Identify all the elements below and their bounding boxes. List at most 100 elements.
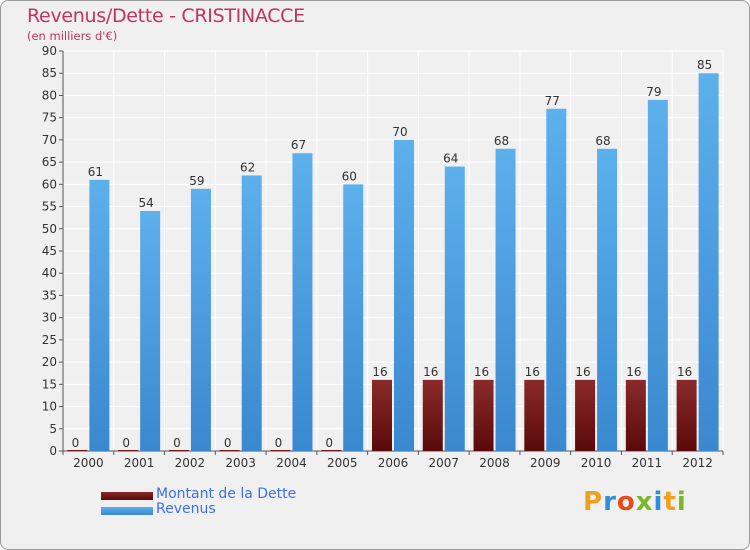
logo-letter: r bbox=[603, 487, 617, 517]
data-label-debt-2012: 16 bbox=[677, 365, 692, 379]
y-tick-label-80: 80 bbox=[42, 88, 57, 102]
bar-debt-2005 bbox=[321, 450, 342, 451]
bar-revenue-2004 bbox=[292, 153, 313, 451]
y-tick-label-85: 85 bbox=[42, 66, 57, 80]
x-tick-label-2012: 2012 bbox=[682, 456, 713, 470]
y-tick-label-0: 0 bbox=[49, 444, 57, 458]
y-tick-label-65: 65 bbox=[42, 155, 57, 169]
y-tick-label-55: 55 bbox=[42, 200, 57, 214]
x-tick-label-2001: 2001 bbox=[124, 456, 155, 470]
bar-debt-2003 bbox=[219, 450, 240, 451]
data-label-revenue-2009: 77 bbox=[545, 94, 560, 108]
y-tick-label-30: 30 bbox=[42, 311, 57, 325]
bar-revenue-2012 bbox=[698, 73, 719, 451]
bar-revenue-2008 bbox=[495, 148, 516, 451]
grid-layer bbox=[62, 50, 724, 452]
bar-debt-2007 bbox=[422, 379, 443, 451]
y-tick-label-75: 75 bbox=[42, 111, 57, 125]
y-tick-label-70: 70 bbox=[42, 133, 57, 147]
y-tick-label-90: 90 bbox=[42, 44, 57, 58]
data-label-debt-2004: 0 bbox=[275, 436, 283, 450]
logo-letter: i bbox=[676, 487, 687, 517]
label-layer: 0 61 0 54 0 59 0 62 0 67 0 60 16 70 16 64 16 68 16 77 16 68 16… bbox=[72, 58, 713, 450]
proxiti-logo: Proxiti bbox=[583, 487, 687, 517]
logo-letter: P bbox=[583, 487, 604, 517]
bar-debt-2006 bbox=[372, 379, 392, 451]
y-tick-label-50: 50 bbox=[42, 222, 57, 236]
chart-subtitle: (en milliers d'€) bbox=[27, 29, 118, 43]
data-label-debt-2007: 16 bbox=[423, 365, 438, 379]
bar-debt-2001 bbox=[118, 450, 139, 451]
x-tick-label-2002: 2002 bbox=[175, 456, 206, 470]
legend-label-debt: Montant de la Dette bbox=[156, 486, 297, 502]
data-label-debt-2008: 16 bbox=[474, 365, 489, 379]
data-label-debt-2009: 16 bbox=[525, 365, 540, 379]
x-tick-label-2000: 2000 bbox=[73, 456, 104, 470]
data-label-revenue-2010: 68 bbox=[595, 134, 610, 148]
legend-label-revenue: Revenus bbox=[156, 501, 216, 517]
data-label-revenue-2007: 64 bbox=[443, 152, 458, 166]
bar-revenue-2005 bbox=[343, 184, 364, 452]
chart-title: Revenus/Dette - CRISTINACCE bbox=[27, 5, 305, 27]
bar-revenue-2011 bbox=[647, 99, 668, 451]
x-tick-label-2004: 2004 bbox=[276, 456, 307, 470]
logo-letter: o bbox=[616, 487, 636, 517]
bar-debt-2012 bbox=[676, 379, 697, 451]
y-tick-label-20: 20 bbox=[42, 355, 57, 369]
data-label-debt-2006: 16 bbox=[372, 365, 387, 379]
data-label-revenue-2001: 54 bbox=[139, 196, 154, 210]
bar-debt-2010 bbox=[575, 379, 596, 451]
data-label-debt-2001: 0 bbox=[122, 436, 130, 450]
x-tick-label-2003: 2003 bbox=[225, 456, 256, 470]
data-label-debt-2002: 0 bbox=[173, 436, 181, 450]
data-label-revenue-2006: 70 bbox=[392, 125, 407, 139]
y-tick-label-10: 10 bbox=[42, 400, 57, 414]
y-tick-label-5: 5 bbox=[49, 422, 57, 436]
bar-layer bbox=[67, 73, 719, 452]
bar-revenue-2007 bbox=[444, 166, 465, 452]
data-label-revenue-2000: 61 bbox=[88, 165, 103, 179]
axis-layer: 0 5 10 15 20 25 30 35 40 45 50 55 60 65 70 75 80 85 90 2000… bbox=[42, 44, 724, 470]
x-tick-label-2010: 2010 bbox=[581, 456, 612, 470]
y-tick-label-25: 25 bbox=[42, 333, 57, 347]
bar-debt-2000 bbox=[67, 450, 88, 451]
data-label-revenue-2003: 62 bbox=[240, 160, 255, 174]
bar-debt-2009 bbox=[524, 379, 545, 451]
data-label-debt-2005: 0 bbox=[325, 436, 333, 450]
y-tick-label-35: 35 bbox=[42, 288, 57, 302]
logo-letter: t bbox=[663, 487, 677, 517]
logo-letter: x bbox=[635, 487, 654, 517]
x-tick-label-2009: 2009 bbox=[530, 456, 561, 470]
bar-debt-2011 bbox=[625, 379, 646, 451]
x-tick-label-2006: 2006 bbox=[378, 456, 409, 470]
bar-revenue-2001 bbox=[140, 211, 161, 451]
legend-swatch-debt bbox=[101, 492, 153, 500]
bar-debt-2004 bbox=[270, 450, 291, 451]
x-tick-label-2008: 2008 bbox=[479, 456, 510, 470]
bar-revenue-2010 bbox=[597, 148, 618, 451]
bar-revenue-2006 bbox=[394, 139, 414, 451]
bar-revenue-2002 bbox=[190, 188, 211, 451]
data-label-debt-2003: 0 bbox=[224, 436, 232, 450]
x-tick-label-2007: 2007 bbox=[428, 456, 459, 470]
data-label-revenue-2004: 67 bbox=[291, 138, 306, 152]
data-label-revenue-2011: 79 bbox=[646, 85, 661, 99]
y-tick-label-60: 60 bbox=[42, 177, 57, 191]
bar-revenue-2000 bbox=[89, 179, 110, 451]
data-label-debt-2010: 16 bbox=[575, 365, 590, 379]
y-tick-label-15: 15 bbox=[42, 377, 57, 391]
data-label-revenue-2005: 60 bbox=[342, 169, 357, 183]
bar-revenue-2003 bbox=[241, 175, 262, 451]
bar-revenue-2009 bbox=[546, 108, 567, 452]
x-tick-label-2005: 2005 bbox=[327, 456, 358, 470]
data-label-revenue-2012: 85 bbox=[697, 58, 712, 72]
x-tick-label-2011: 2011 bbox=[632, 456, 663, 470]
legend-swatch-revenue bbox=[101, 507, 153, 515]
y-tick-label-45: 45 bbox=[42, 244, 57, 258]
y-tick-label-40: 40 bbox=[42, 266, 57, 280]
data-label-debt-2011: 16 bbox=[626, 365, 641, 379]
data-label-debt-2000: 0 bbox=[72, 436, 80, 450]
data-label-revenue-2008: 68 bbox=[494, 134, 509, 148]
